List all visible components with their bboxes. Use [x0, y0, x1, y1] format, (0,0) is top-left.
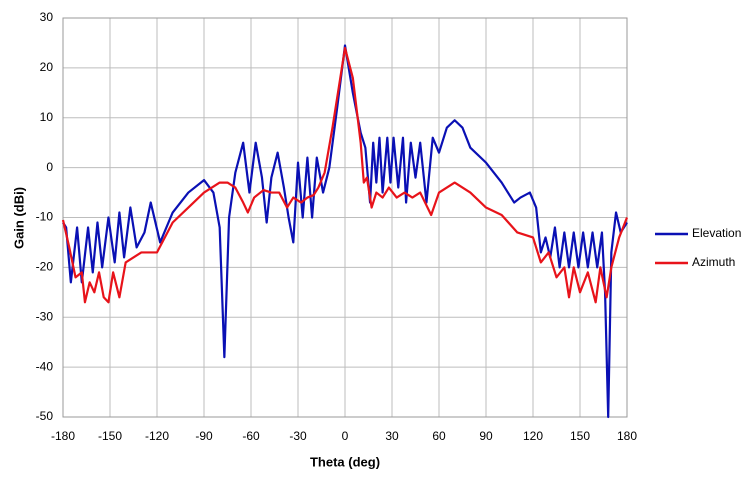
x-tick-label: -150	[98, 429, 122, 443]
y-tick-label: 0	[46, 160, 53, 174]
data-line	[62, 44, 628, 419]
x-tick-label: -60	[242, 429, 260, 443]
data-line	[61, 46, 629, 304]
legend-label: Elevation	[692, 226, 741, 240]
y-tick-label: -30	[36, 309, 54, 323]
y-tick-label: 20	[40, 60, 54, 74]
y-axis-title: Gain (dBi)	[11, 187, 26, 249]
x-axis-title: Theta (deg)	[310, 454, 380, 469]
y-tick-label: -10	[36, 210, 54, 224]
x-tick-label: -30	[289, 429, 307, 443]
x-tick-label: 90	[479, 429, 493, 443]
y-tick-label: -40	[36, 359, 54, 373]
x-tick-label: 120	[523, 429, 543, 443]
y-tick-label: -20	[36, 260, 54, 274]
x-tick-label: -90	[195, 429, 213, 443]
x-tick-label: 150	[570, 429, 590, 443]
y-tick-label: 10	[40, 110, 54, 124]
x-tick-label: -120	[145, 429, 169, 443]
x-tick-label: 30	[385, 429, 399, 443]
x-tick-label: 60	[432, 429, 446, 443]
x-tick-label: 180	[617, 429, 637, 443]
y-tick-label: 30	[40, 10, 54, 24]
y-tick-label: -50	[36, 409, 54, 423]
x-tick-label: 0	[342, 429, 349, 443]
x-tick-label: -180	[51, 429, 75, 443]
legend-label: Azimuth	[692, 255, 735, 269]
